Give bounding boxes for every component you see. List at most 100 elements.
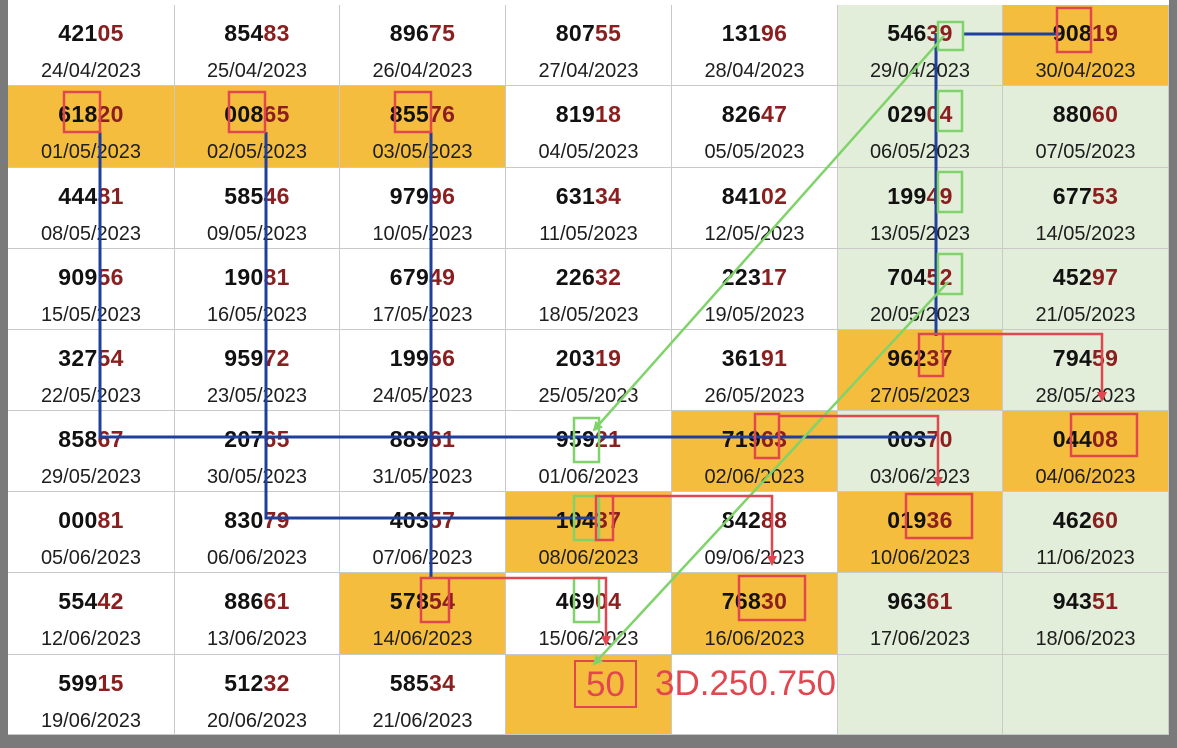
draw-date: 17/06/2023 (869, 628, 971, 650)
draw-date: 07/05/2023 (1035, 141, 1136, 163)
draw-date: 10/06/2023 (869, 547, 971, 569)
number-tail: 02 (761, 183, 788, 209)
number-tail: 30 (761, 588, 788, 614)
draw-date: 21/06/2023 (372, 710, 473, 732)
result-cell: 84288 09/06/2023 (672, 492, 838, 573)
result-cell (1003, 655, 1169, 735)
lottery-number: 40357 (340, 507, 505, 534)
number-tail: 81 (97, 507, 124, 533)
number-head: 855 (389, 101, 430, 127)
draw-date: 09/05/2023 (206, 223, 308, 245)
result-cell: 76830 16/06/2023 (672, 573, 838, 655)
result-cell: 61820 01/05/2023 (8, 86, 175, 168)
lottery-number: 44481 (8, 183, 174, 210)
result-cell: 00865 02/05/2023 (175, 86, 340, 168)
number-head: 003 (887, 426, 927, 452)
draw-date: 04/05/2023 (538, 141, 639, 163)
number-tail: 59 (1092, 345, 1119, 371)
number-head: 207 (224, 426, 264, 452)
result-cell: 32754 22/05/2023 (8, 330, 175, 411)
number-head: 361 (721, 345, 762, 371)
draw-date: 28/05/2023 (1035, 385, 1136, 407)
number-head: 190 (224, 264, 264, 290)
number-tail: 46 (263, 183, 290, 209)
lottery-number: 20319 (506, 345, 671, 372)
draw-date: 02/05/2023 (206, 141, 308, 163)
number-head: 226 (555, 264, 596, 290)
draw-date: 01/05/2023 (40, 141, 142, 163)
number-tail: 32 (595, 264, 622, 290)
draw-date: 30/04/2023 (1035, 60, 1136, 82)
result-cell: 95921 01/06/2023 (506, 411, 672, 492)
draw-date: 31/05/2023 (372, 466, 473, 488)
lottery-number: 19966 (340, 345, 505, 372)
lottery-number: 67949 (340, 264, 505, 291)
lottery-number: 88060 (1003, 101, 1168, 128)
lottery-number: 88961 (340, 426, 505, 453)
result-cell: 97996 10/05/2023 (340, 168, 506, 249)
lottery-number: 82647 (672, 101, 837, 128)
draw-date: 05/06/2023 (40, 547, 142, 569)
lottery-number: 83079 (175, 507, 339, 534)
number-tail: 65 (263, 426, 290, 452)
draw-date: 14/05/2023 (1035, 223, 1136, 245)
number-tail: 55 (595, 20, 622, 46)
lottery-number: 58534 (340, 670, 505, 697)
result-cell: 22317 19/05/2023 (672, 249, 838, 330)
draw-date: 06/05/2023 (869, 141, 971, 163)
number-tail: 15 (97, 670, 124, 696)
result-cell: 10437 08/06/2023 (506, 492, 672, 573)
result-cell: 96237 27/05/2023 (838, 330, 1003, 411)
draw-date: 28/04/2023 (704, 60, 805, 82)
number-head: 019 (887, 507, 927, 533)
draw-date: 25/04/2023 (206, 60, 308, 82)
lottery-number: 01936 (838, 507, 1002, 534)
lottery-number: 90819 (1003, 20, 1168, 47)
lottery-number: 96361 (838, 588, 1002, 615)
number-tail: 34 (429, 670, 456, 696)
prediction-text: 3D.250.750 (655, 664, 836, 703)
number-head: 029 (887, 101, 927, 127)
number-tail: 51 (1092, 588, 1119, 614)
lottery-number: 46260 (1003, 507, 1168, 534)
number-head: 679 (389, 264, 430, 290)
lottery-number: 02904 (838, 101, 1002, 128)
result-cell: 36191 26/05/2023 (672, 330, 838, 411)
number-head: 842 (721, 507, 762, 533)
lottery-number: 85867 (8, 426, 174, 453)
number-head: 858 (58, 426, 98, 452)
result-cell: 22632 18/05/2023 (506, 249, 672, 330)
number-head: 131 (721, 20, 762, 46)
number-head: 403 (389, 507, 430, 533)
draw-date: 11/06/2023 (1036, 547, 1135, 569)
draw-date: 25/05/2023 (538, 385, 639, 407)
draw-date: 22/05/2023 (40, 385, 142, 407)
number-tail: 70 (926, 426, 953, 452)
lottery-number: 61820 (8, 101, 174, 128)
number-head: 327 (58, 345, 98, 371)
draw-date: 20/05/2023 (869, 304, 971, 326)
result-cell: 71963 02/06/2023 (672, 411, 838, 492)
number-head: 704 (887, 264, 927, 290)
draw-date: 23/05/2023 (206, 385, 308, 407)
lottery-number: 89675 (340, 20, 505, 47)
predicted-number-box: 50 (574, 660, 637, 708)
result-cell: 81918 04/05/2023 (506, 86, 672, 168)
lottery-number: 63134 (506, 183, 671, 210)
lottery-number: 13196 (672, 20, 837, 47)
result-cell: 58534 21/06/2023 (340, 655, 506, 735)
number-tail: 17 (761, 264, 788, 290)
number-tail: 91 (761, 345, 788, 371)
lottery-number: 79459 (1003, 345, 1168, 372)
number-tail: 19 (1092, 20, 1119, 46)
number-head: 546 (887, 20, 927, 46)
draw-date: 17/05/2023 (372, 304, 473, 326)
number-head: 719 (721, 426, 762, 452)
number-tail: 42 (97, 588, 124, 614)
lottery-number: 36191 (672, 345, 837, 372)
number-head: 889 (389, 426, 430, 452)
number-tail: 04 (926, 101, 953, 127)
number-tail: 79 (263, 507, 290, 533)
number-head: 008 (224, 101, 264, 127)
draw-date: 09/06/2023 (704, 547, 805, 569)
